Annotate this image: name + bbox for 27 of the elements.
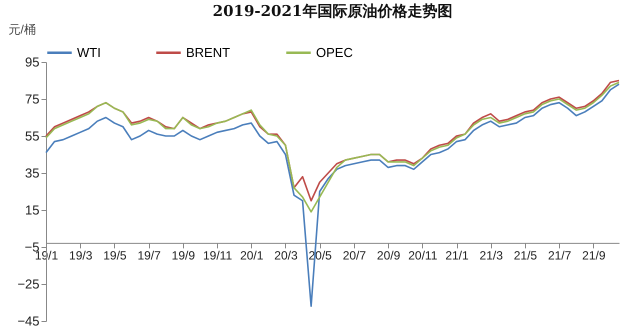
x-tick-label: 21/9	[582, 248, 606, 262]
x-tick-label: 21/5	[514, 248, 538, 262]
x-tick-label: 19/11	[202, 248, 232, 262]
x-tick-label: 21/3	[480, 248, 504, 262]
chart-title: 2019-2021年国际原油价格走势图	[212, 2, 452, 20]
x-tick-label: 20/3	[274, 248, 298, 262]
x-tick-label: 19/5	[103, 248, 127, 262]
x-tick-label: 21/7	[548, 248, 572, 262]
x-tick-label: 21/1	[445, 248, 470, 262]
y-tick-label: 35	[25, 166, 40, 180]
x-tick-label: 20/7	[342, 248, 366, 262]
legend-label: WTI	[77, 44, 101, 60]
x-tick-label: 19/3	[69, 248, 93, 262]
legend-label: BRENT	[186, 44, 230, 60]
y-tick-label: 75	[25, 92, 40, 106]
legend-label: OPEC	[316, 44, 353, 60]
x-tick-label: 20/1	[240, 248, 264, 262]
x-tick-label: 19/9	[172, 248, 196, 262]
x-tick-label: 20/9	[376, 248, 401, 262]
x-tick-label: 20/11	[408, 248, 438, 262]
y-tick-label: 95	[25, 54, 40, 70]
y-tick-label: −25	[17, 276, 40, 292]
x-tick-label: 19/7	[137, 248, 162, 262]
y-tick-label: 15	[25, 202, 40, 218]
y-tick-label: −45	[17, 314, 40, 328]
y-axis-title: 元/桶	[8, 22, 36, 36]
y-tick-label: 55	[25, 128, 40, 144]
